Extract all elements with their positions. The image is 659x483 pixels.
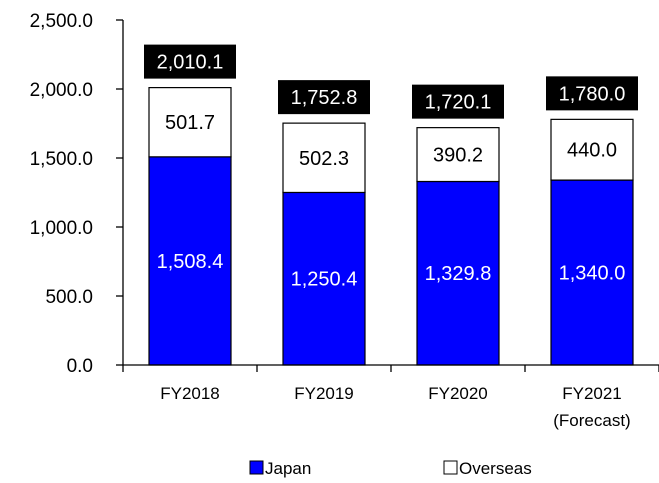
x-category-label: FY2020 bbox=[428, 384, 488, 403]
data-label-japan: 1,250.4 bbox=[291, 269, 358, 291]
bar-overseas bbox=[550, 118, 634, 181]
y-tick-label: 2,000.0 bbox=[30, 80, 93, 101]
total-label: 1,720.1 bbox=[425, 92, 492, 114]
data-label-japan: 1,508.4 bbox=[157, 251, 224, 273]
data-label-overseas: 502.3 bbox=[299, 148, 349, 170]
bar-overseas bbox=[282, 122, 366, 194]
y-axis: 0.0 500.0 1,000.0 1,500.0 2,000.0 2,500.0 bbox=[30, 11, 124, 377]
x-category-label: FY2019 bbox=[294, 384, 354, 403]
total-label: 1,780.0 bbox=[559, 83, 626, 105]
x-category-label: FY2021 bbox=[562, 384, 622, 403]
data-label-overseas: 501.7 bbox=[165, 112, 215, 134]
y-tick-label: 500.0 bbox=[45, 287, 93, 308]
legend-label: Japan bbox=[265, 459, 311, 478]
legend-swatch bbox=[249, 460, 264, 475]
total-label-box bbox=[278, 80, 370, 115]
x-axis: FY2018 FY2019 FY2020 FY2021 (Forecast) bbox=[122, 364, 659, 430]
total-label-box bbox=[412, 84, 504, 119]
bar-japan bbox=[550, 179, 634, 366]
total-label-box bbox=[546, 76, 638, 111]
data-label-japan: 1,329.8 bbox=[425, 263, 492, 285]
legend-label: Overseas bbox=[459, 459, 532, 478]
x-category-label: (Forecast) bbox=[553, 411, 630, 430]
legend-swatch bbox=[443, 460, 458, 475]
bar-overseas bbox=[148, 87, 232, 158]
bar-japan bbox=[416, 180, 500, 366]
legend: Japan Overseas bbox=[249, 459, 532, 478]
bar-overseas bbox=[416, 127, 500, 183]
bar-group: 1,508.4 501.7 2,010.1 1,250.4 502.3 1,752.8 1,… bbox=[144, 44, 638, 366]
y-tick-label: 1,000.0 bbox=[30, 218, 93, 239]
data-label-overseas: 390.2 bbox=[433, 145, 483, 167]
total-label: 1,752.8 bbox=[291, 87, 358, 109]
total-label: 2,010.1 bbox=[157, 52, 224, 74]
y-tick-label: 0.0 bbox=[67, 356, 93, 377]
data-label-japan: 1,340.0 bbox=[559, 263, 626, 285]
total-label-box bbox=[144, 44, 236, 79]
data-label-overseas: 440.0 bbox=[567, 140, 617, 162]
y-tick-label: 2,500.0 bbox=[30, 11, 93, 32]
x-category-label: FY2018 bbox=[160, 384, 220, 403]
y-tick-label: 1,500.0 bbox=[30, 149, 93, 170]
